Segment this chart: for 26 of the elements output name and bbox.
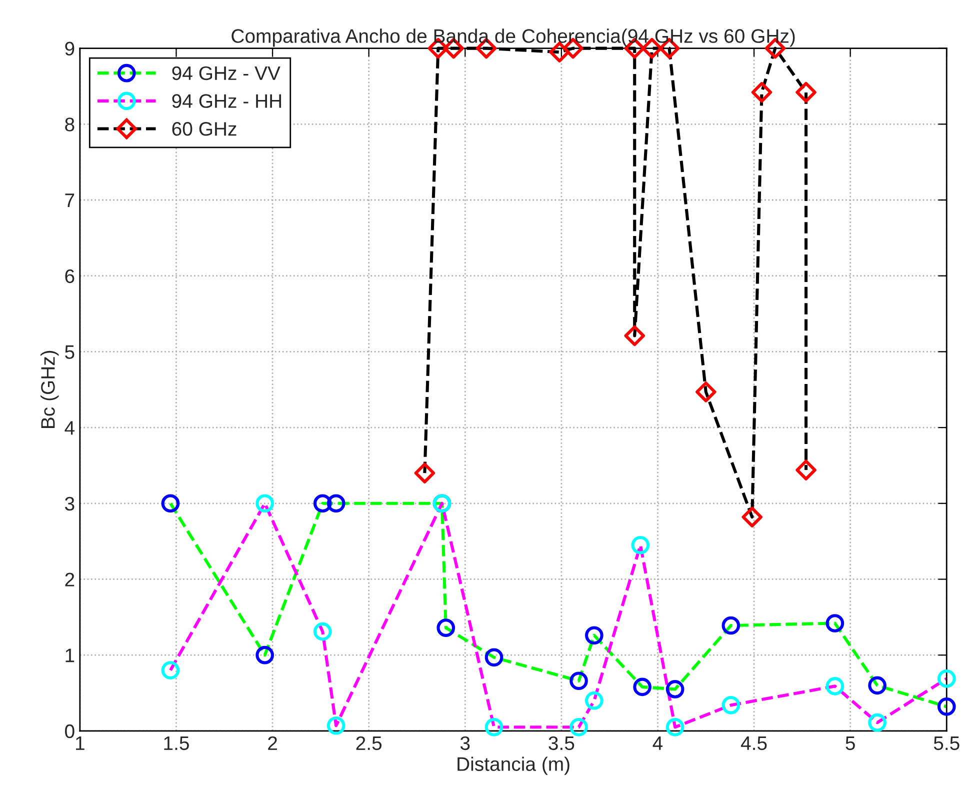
x-tick-label: 1 bbox=[76, 736, 84, 750]
legend-label: 94 GHz - VV bbox=[172, 66, 280, 80]
x-tick-label: 3.5 bbox=[548, 736, 574, 750]
x-tick-label: 4 bbox=[652, 736, 663, 750]
y-tick-label: 8 bbox=[65, 118, 74, 132]
y-tick-label: 6 bbox=[65, 269, 74, 284]
y-tick-label: 0 bbox=[65, 724, 74, 738]
y-tick-label: 9 bbox=[65, 42, 74, 56]
x-axis-title: Distancia (m) bbox=[458, 756, 570, 775]
x-tick-label: 2.5 bbox=[356, 736, 382, 750]
x-tick-label: 5.5 bbox=[934, 736, 960, 750]
y-tick-label: 1 bbox=[66, 648, 74, 662]
legend-label: 94 GHz - HH bbox=[172, 94, 282, 108]
y-tick-label: 5 bbox=[65, 345, 74, 359]
y-tick-label: 2 bbox=[65, 572, 74, 586]
x-tick-label: 1.5 bbox=[164, 736, 189, 750]
y-axis-title: Bc (GHz) bbox=[40, 350, 59, 428]
x-tick-label: 5 bbox=[846, 736, 855, 750]
x-tick-label: 3 bbox=[460, 736, 470, 750]
chart-title: Comparativa Ancho de Banda de Coherencia(94 GHz vs 60 GHz) bbox=[232, 28, 795, 47]
y-tick-label: 4 bbox=[64, 421, 74, 435]
legend-label: 60 GHz bbox=[172, 122, 236, 136]
y-tick-label: 7 bbox=[65, 194, 74, 208]
y-tick-label: 3 bbox=[64, 496, 74, 511]
x-tick-label: 2 bbox=[268, 736, 277, 750]
x-tick-label: 4.5 bbox=[740, 736, 767, 750]
